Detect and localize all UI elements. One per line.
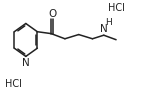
Text: HCl: HCl [108, 3, 124, 13]
Text: O: O [48, 9, 56, 19]
Text: HCl: HCl [5, 79, 21, 89]
Text: N: N [100, 24, 108, 34]
Text: H: H [105, 19, 112, 27]
Text: N: N [22, 58, 30, 68]
